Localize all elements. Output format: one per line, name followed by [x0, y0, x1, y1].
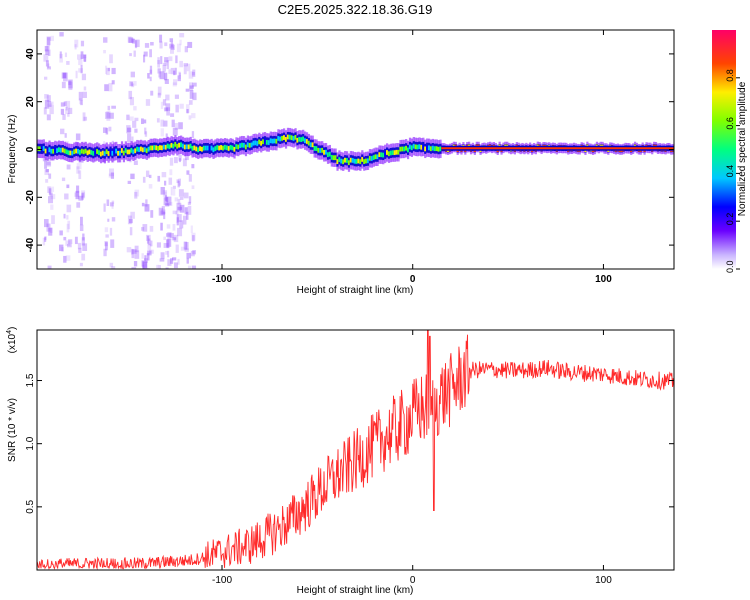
colorbar-tick-label: 0.2 — [725, 213, 735, 226]
spectrogram-x-tick-label: 0 — [410, 274, 416, 285]
snr-x-label: Height of straight line (km) — [297, 585, 414, 596]
spectrogram-ridge — [37, 127, 674, 172]
spectrogram-x-label: Height of straight line (km) — [297, 285, 414, 296]
snr-chart: -100 0 100 0.5 1.0 1.5 Height of straight lin… — [6, 327, 675, 596]
snr-frame — [36, 329, 675, 571]
snr-y-multiplier-base: (x10 — [7, 333, 18, 353]
spectrogram-x-tick-label: -100 — [212, 274, 232, 285]
colorbar-tick-label: 0.8 — [725, 69, 735, 82]
snr-axes: -100 0 100 0.5 1.0 1.5 — [25, 330, 674, 586]
spectrogram-y-tick-label: 40 — [25, 48, 36, 60]
spectrogram-y-label: Frequency (Hz) — [7, 115, 18, 184]
colorbar-tick-label: 0.6 — [725, 117, 735, 130]
spectrogram-x-tick-label: 100 — [595, 274, 612, 285]
snr-y-label: SNR (10 * v/v) — [7, 398, 18, 462]
chart-title: C2E5.2025.322.18.36.G19 — [278, 2, 433, 17]
snr-y-multiplier-close: ) — [7, 327, 18, 330]
snr-y-tick-label: 1.0 — [25, 436, 36, 450]
snr-y-tick-label: 1.5 — [25, 373, 36, 387]
spectrogram-y-tick-label: 0 — [25, 146, 36, 152]
snr-y-multiplier-exp: 4 — [6, 330, 13, 334]
colorbar-label: Normalized spectral amplitude — [737, 81, 748, 216]
snr-x-tick-label: -100 — [212, 575, 232, 586]
spectrogram-y-tick-label: 20 — [25, 96, 36, 108]
spectrogram-noise — [42, 32, 197, 269]
snr-y-multiplier: (x104) — [6, 327, 18, 354]
spectrogram-content — [37, 32, 674, 269]
spectrogram-chart: -100 0 100 -40 -20 0 20 40 Height of straight l… — [7, 29, 675, 296]
colorbar-gradient — [712, 30, 736, 269]
snr-x-tick-label: 0 — [410, 575, 416, 586]
snr-x-tick-label: 100 — [595, 575, 612, 586]
spectrogram-y-tick-label: -20 — [25, 190, 36, 205]
snr-y-tick-label: 0.5 — [25, 499, 36, 513]
colorbar: 0.0 0.2 0.4 0.6 0.8 Normalized spectral ampl… — [712, 30, 748, 273]
spectrogram-y-tick-label: -40 — [25, 237, 36, 252]
snr-series-line — [37, 330, 674, 570]
spectrogram-axes: -100 0 100 -40 -20 0 20 40 — [25, 30, 674, 285]
colorbar-ticks: 0.0 0.2 0.4 0.6 0.8 — [725, 69, 740, 273]
snr-content — [37, 330, 674, 570]
colorbar-tick-label: 0.0 — [725, 260, 735, 273]
colorbar-tick-label: 0.4 — [725, 165, 735, 178]
